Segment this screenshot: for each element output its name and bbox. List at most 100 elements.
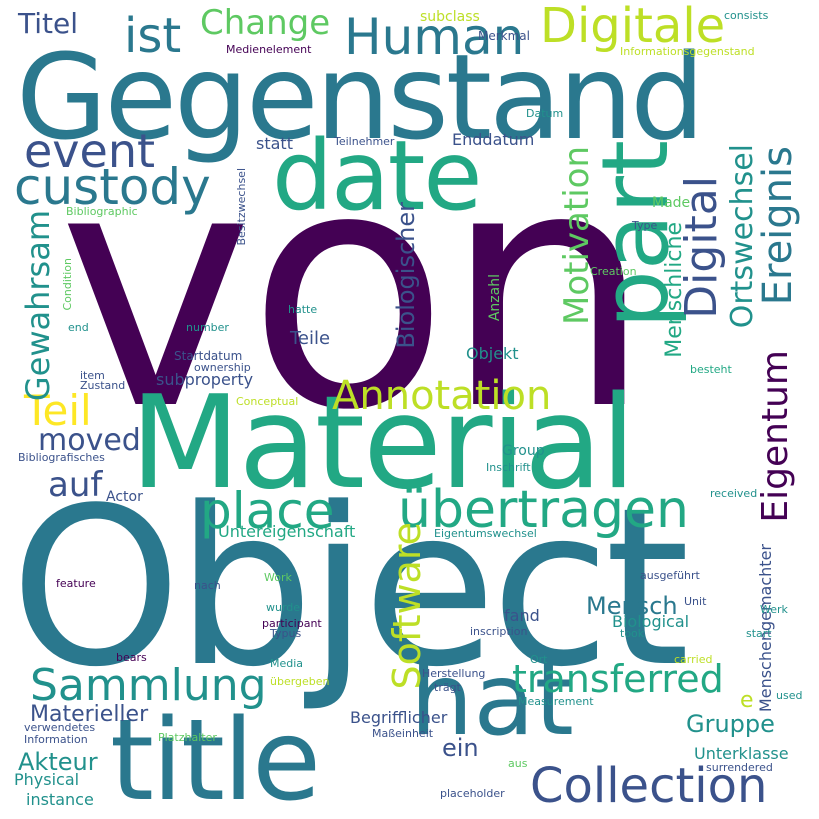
word-information: Information (24, 733, 88, 746)
word-platzhalter: Platzhalter (158, 731, 217, 744)
word-object: Object (10, 462, 690, 715)
word-place: place (200, 482, 335, 540)
word-start: start (746, 627, 772, 640)
word-work: Work (264, 571, 292, 584)
word-begrifflicher: Begrifflicher (350, 708, 448, 727)
word-teilnehmer: Teilnehmer (334, 135, 395, 148)
word-placeholder: placeholder (440, 787, 505, 800)
word-verwendetes: verwendetes (24, 721, 96, 734)
word-biological: Biological (612, 612, 690, 631)
word-ein: ein (442, 734, 479, 762)
word-gruppe: Gruppe (686, 710, 775, 738)
word-carried: carried (674, 653, 713, 666)
word-used: used (776, 689, 803, 702)
word-typus: Typus (270, 627, 302, 640)
word-merkmal: Merkmal (478, 29, 530, 43)
word-digitale: Digitale (540, 0, 726, 54)
word-hatte: hatte (288, 303, 318, 316)
word-bears: bears (116, 651, 147, 664)
word-transferred: transferred (512, 657, 724, 701)
word-moved: moved (38, 423, 141, 458)
word-made: Made (652, 195, 691, 211)
word-teil: Teil (24, 386, 92, 435)
word-ubergeben: übergeben (270, 675, 330, 688)
word-bibliographic: Bibliographic (66, 205, 138, 218)
word-human: Human (344, 8, 525, 66)
word-instance: instance (26, 790, 94, 809)
word-type: Type (632, 219, 658, 232)
word-ist: ist (124, 8, 182, 64)
word-auf: auf (48, 465, 103, 505)
word-nach: nach (194, 579, 221, 592)
word-media: Media (270, 657, 304, 670)
word-werk: Werk (760, 603, 788, 616)
word-item: item (80, 369, 105, 382)
word-received: received (710, 487, 758, 500)
word-statt: statt (256, 134, 293, 153)
word-besteht: besteht (690, 363, 732, 376)
word-materieller: Materieller (30, 702, 149, 727)
word-masseinheit: Maßeinheit (372, 727, 434, 740)
word-ort: Ort (530, 653, 548, 666)
word-participant: participant (262, 617, 322, 630)
word-collection: Collection (530, 758, 768, 814)
word-software: Software (385, 522, 429, 690)
word-wurde: wurde (266, 601, 301, 614)
word-aus: aus (508, 757, 528, 770)
word-ereignis: Ereignis (755, 146, 801, 306)
word-actor: Actor (106, 489, 143, 505)
word-ortswechsel: Ortswechsel (725, 144, 760, 329)
word-took: took (620, 627, 645, 640)
word-titel: Titel (18, 7, 79, 40)
word-tragt: trägt (434, 681, 461, 694)
word-eigentumswechsel: Eigentumswechsel (434, 527, 537, 540)
word-objekt: Objekt (466, 344, 519, 363)
word-ausgefuhrt: ausgeführt (640, 569, 700, 582)
word-custody: custody (14, 158, 211, 216)
word-condition: Condition (61, 258, 74, 311)
word-untereigenschaft: Untereigenschaft (218, 522, 356, 541)
word-startdatum: Startdatum (174, 349, 243, 363)
word-menschliche: Menschliche (662, 222, 687, 358)
word-measurement: Measurement (518, 695, 594, 708)
word-datum: Datum (526, 107, 564, 120)
word-material: Material (130, 369, 636, 518)
word-number: number (186, 321, 229, 334)
word-biologischer: Biologischer (392, 202, 420, 349)
word-end: end (68, 321, 89, 334)
word-inschrift: Inschrift (486, 461, 531, 474)
word-gegenstand: Gegenstand (16, 28, 705, 166)
word-group: Group (502, 443, 545, 459)
word-feature: feature (56, 577, 96, 590)
word-physical: Physical (14, 770, 80, 789)
word-akteur: Akteur (18, 748, 98, 776)
word-mensch: Mensch (586, 592, 678, 620)
word-consists: consists (724, 9, 769, 22)
word-unterklasse: Unterklasse (694, 744, 789, 763)
word-enddatum: Enddatum (452, 130, 535, 149)
word-von: von (58, 98, 652, 482)
word-zustand: Zustand (80, 379, 126, 392)
word-subclass: subclass (420, 9, 480, 25)
word-sammlung: Sammlung (30, 660, 267, 711)
word-gewahrsam: Gewahrsam (19, 210, 57, 402)
word-change: Change (200, 3, 331, 43)
word-unit: Unit (684, 595, 707, 608)
word-anzahl: Anzahl (487, 274, 503, 322)
word-bibliografisches: Bibliografisches (18, 451, 105, 464)
word-event: event (24, 124, 156, 178)
word-hat: hat (410, 641, 574, 758)
word-ownership: ownership (194, 361, 251, 374)
word-creation: Creation (590, 265, 637, 278)
word-subproperty: subproperty (156, 370, 254, 389)
word-surrendered: surrendered (706, 761, 773, 774)
word-title: title (110, 696, 321, 819)
word-besitzwechsel: Besitzwechsel (235, 168, 248, 246)
word-medienelement: Medienelement (226, 43, 312, 56)
word-teile: Teile (290, 328, 331, 349)
word-conceptual: Conceptual (236, 395, 299, 408)
word-inscription: inscription (470, 625, 528, 638)
word-annotation: Annotation (332, 373, 552, 419)
word-fand: fand (504, 606, 540, 625)
